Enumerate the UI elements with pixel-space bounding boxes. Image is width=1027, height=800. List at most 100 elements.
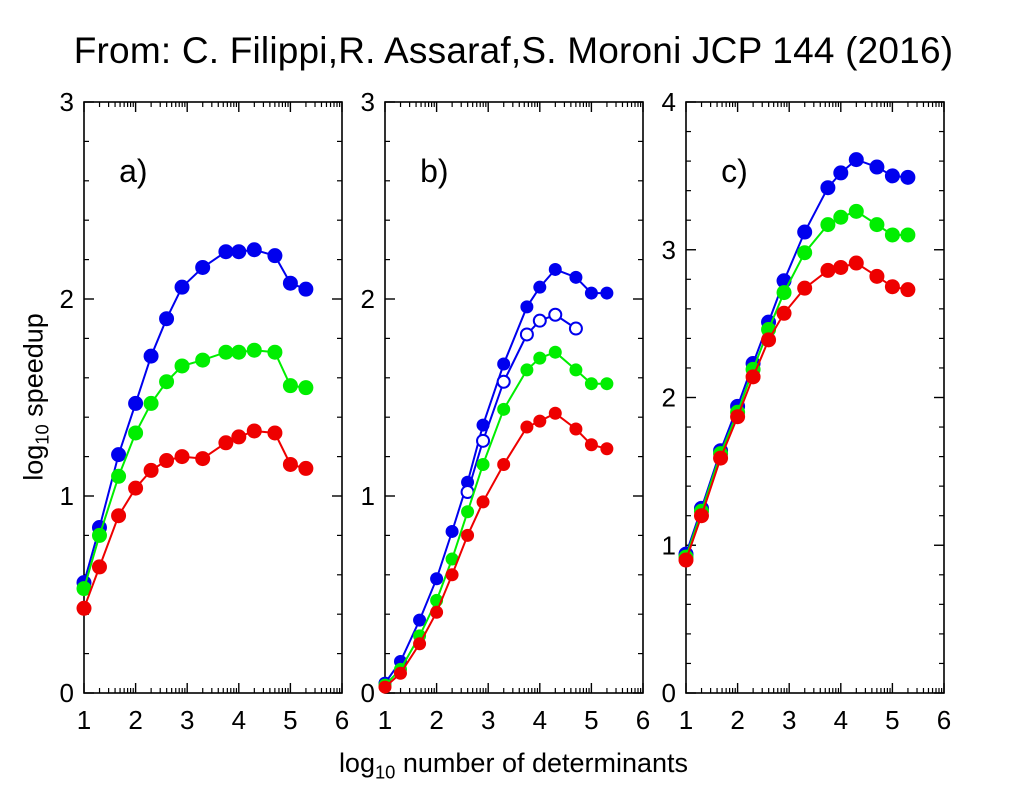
y-tick-label: 2 <box>60 284 74 314</box>
data-point <box>884 168 900 184</box>
y-tick-label: 2 <box>662 383 676 413</box>
data-point <box>745 369 761 385</box>
series-0 <box>76 242 314 591</box>
data-point <box>476 433 491 448</box>
data-point <box>282 275 298 291</box>
data-point <box>111 447 127 463</box>
x-tick-label: 2 <box>429 705 443 735</box>
x-tick-label: 6 <box>335 705 349 735</box>
data-point <box>128 425 144 441</box>
data-point <box>159 311 175 327</box>
y-tick-label: 4 <box>662 87 676 117</box>
data-point <box>246 242 262 258</box>
data-point <box>869 268 885 284</box>
data-point <box>159 453 175 469</box>
data-point <box>848 152 864 168</box>
data-point <box>533 414 547 428</box>
x-axis-label-suffix: number of determinants <box>395 748 689 778</box>
plot-frame <box>685 101 945 694</box>
x-tick-label: 4 <box>533 705 547 735</box>
data-point <box>776 305 792 321</box>
plot-frame <box>83 101 343 694</box>
data-point <box>884 279 900 295</box>
data-point <box>445 552 459 566</box>
data-point <box>548 307 563 322</box>
data-point <box>159 374 175 390</box>
data-point <box>833 165 849 181</box>
figure-title: From: C. Filippi,R. Assaraf,S. Moroni JC… <box>73 30 954 71</box>
data-point <box>520 300 534 314</box>
x-tick-label: 3 <box>481 705 495 735</box>
data-point <box>848 255 864 271</box>
data-point <box>519 327 534 342</box>
y-tick-label: 3 <box>361 87 375 117</box>
data-point <box>445 568 459 582</box>
x-tick-label: 6 <box>937 705 951 735</box>
data-point <box>231 244 247 260</box>
x-tick-label: 6 <box>636 705 650 735</box>
series-line <box>685 210 908 558</box>
data-point <box>761 332 777 348</box>
data-point <box>393 666 407 680</box>
data-point <box>143 395 159 411</box>
data-point <box>797 224 813 240</box>
data-point <box>231 429 247 445</box>
data-point <box>174 279 190 295</box>
data-point <box>584 286 598 300</box>
data-point <box>848 203 864 219</box>
data-point <box>600 377 614 391</box>
x-tick-label: 1 <box>77 705 91 735</box>
y-tick-label: 3 <box>60 87 74 117</box>
data-point <box>76 600 92 616</box>
data-point <box>884 227 900 243</box>
data-point <box>600 286 614 300</box>
data-point <box>569 270 583 284</box>
data-point <box>282 378 298 394</box>
data-point <box>820 217 836 233</box>
data-point <box>678 552 694 568</box>
series-2 <box>678 255 916 568</box>
y-tick-label: 0 <box>662 678 676 708</box>
data-point <box>143 462 159 478</box>
y-tick-label: 2 <box>361 284 375 314</box>
y-tick-label: 0 <box>60 678 74 708</box>
x-tick-label: 1 <box>679 705 693 735</box>
data-point <box>246 423 262 439</box>
data-point <box>461 528 475 542</box>
data-point <box>413 613 427 627</box>
data-point <box>568 321 583 336</box>
series-line <box>685 261 909 561</box>
data-point <box>476 495 490 509</box>
data-point <box>174 358 190 374</box>
panel-label: a) <box>119 153 147 189</box>
data-point <box>143 348 159 364</box>
series-2 <box>378 345 614 692</box>
data-point <box>833 259 849 275</box>
data-point <box>497 457 511 471</box>
series-3 <box>378 406 614 694</box>
y-tick-label: 1 <box>60 481 74 511</box>
data-point <box>713 450 729 466</box>
data-point <box>218 244 234 260</box>
data-point <box>532 313 547 328</box>
y-tick-label: 1 <box>361 481 375 511</box>
series-1 <box>460 307 583 500</box>
data-point <box>91 527 107 543</box>
data-point <box>246 342 262 358</box>
data-point <box>445 524 459 538</box>
data-point <box>693 508 709 524</box>
data-point <box>476 418 490 432</box>
data-point <box>111 508 127 524</box>
data-point <box>461 505 475 519</box>
data-point <box>797 245 813 261</box>
data-point <box>430 605 444 619</box>
x-tick-label: 5 <box>584 705 598 735</box>
series-line <box>83 248 307 583</box>
data-point <box>548 345 562 359</box>
data-point <box>730 409 746 425</box>
data-point <box>91 559 107 575</box>
x-axis-label-subscript: 10 <box>374 761 396 783</box>
data-point <box>869 159 885 175</box>
